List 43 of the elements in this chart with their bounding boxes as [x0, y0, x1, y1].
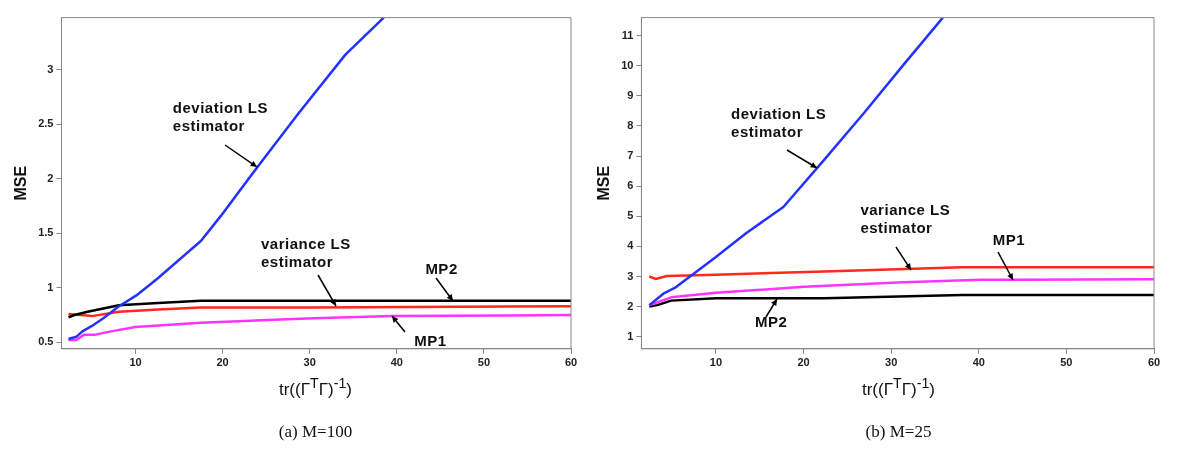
x-tick-label: 60 [1147, 356, 1161, 369]
y-tick-label: 10 [621, 58, 634, 71]
y-tick-label: 9 [627, 88, 634, 101]
x-axis-title: tr((Γ$^{T}$Γ)$^{-1}$) [278, 375, 353, 400]
annotation: MP1 [414, 332, 447, 351]
annotation: MP2 [755, 312, 788, 331]
x-tick-label: 10 [129, 356, 142, 369]
y-tick-label: 6 [627, 179, 634, 192]
annotation: variance LS estimator [260, 235, 351, 272]
annotation: MP1 [992, 230, 1026, 249]
annotation: MP2 [425, 259, 458, 278]
y-tick-label: 0.5 [38, 335, 54, 348]
x-tick-label: 40 [972, 356, 985, 369]
y-tick-label: 2 [627, 299, 634, 312]
annotation: deviation LS estimator [731, 105, 827, 142]
text: (b) M=25 [864, 421, 933, 442]
annotation: deviation LS estimator [172, 98, 269, 135]
x-tick-label: 30 [885, 356, 898, 369]
x-tick-label: 60 [564, 356, 578, 369]
y-tick-label: 1.5 [38, 226, 54, 239]
y-tick-label: 3 [47, 62, 54, 75]
annotation: variance LS estimator [860, 200, 951, 237]
y-tick-label: 2 [47, 171, 54, 184]
y-axis-title: MSE [12, 165, 30, 201]
y-tick-label: 7 [627, 149, 634, 162]
y-tick-label: 4 [627, 239, 635, 252]
y-tick-label: 3 [627, 269, 634, 282]
x-tick-label: 20 [216, 356, 229, 369]
x-axis-title: tr((Γ$^{T}$Γ)$^{-1}$) [861, 375, 936, 400]
y-tick-label: 1 [47, 280, 54, 293]
y-tick-label: 5 [627, 209, 634, 222]
y-tick-label: 2.5 [38, 117, 54, 130]
x-tick-label: 30 [303, 356, 316, 369]
x-tick-label: 50 [477, 356, 491, 369]
y-tick-label: 8 [627, 119, 634, 132]
text: (a) M=100 [277, 421, 354, 442]
y-tick-label: 1 [627, 329, 634, 342]
y-tick-label: 11 [621, 28, 634, 41]
x-tick-label: 10 [709, 356, 723, 369]
x-tick-label: 40 [390, 356, 403, 369]
x-tick-label: 50 [1060, 356, 1073, 369]
x-tick-label: 20 [797, 356, 810, 369]
y-axis-title: MSE [595, 165, 613, 201]
